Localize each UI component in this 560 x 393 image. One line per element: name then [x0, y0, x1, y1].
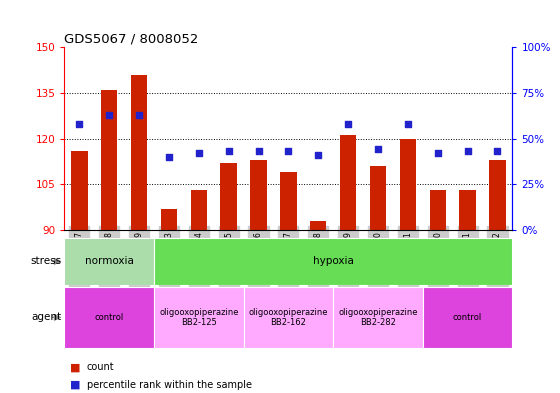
Point: [344, 121, 353, 127]
Point: [134, 112, 143, 118]
Point: [224, 148, 233, 154]
Bar: [64, 238, 154, 285]
Point: [314, 152, 323, 158]
Text: oligooxopiperazine
BB2-282: oligooxopiperazine BB2-282: [338, 308, 418, 327]
Bar: [244, 287, 333, 348]
Point: [374, 146, 382, 152]
Point: [194, 150, 203, 156]
Bar: [161, 209, 177, 230]
Text: oligooxopiperazine
BB2-125: oligooxopiperazine BB2-125: [159, 308, 239, 327]
Bar: [370, 166, 386, 230]
Bar: [333, 287, 423, 348]
Bar: [310, 221, 326, 230]
Text: hypoxia: hypoxia: [313, 256, 353, 266]
Text: agent: agent: [31, 312, 62, 322]
Text: control: control: [453, 313, 482, 322]
Text: oligooxopiperazine
BB2-162: oligooxopiperazine BB2-162: [249, 308, 328, 327]
Point: [284, 148, 293, 154]
Bar: [423, 287, 512, 348]
Bar: [154, 238, 512, 285]
Bar: [280, 172, 297, 230]
Bar: [250, 160, 267, 230]
Point: [254, 148, 263, 154]
Point: [165, 154, 174, 160]
Text: GDS5067 / 8008052: GDS5067 / 8008052: [64, 32, 199, 45]
Bar: [131, 75, 147, 230]
Bar: [400, 139, 416, 230]
Bar: [71, 151, 87, 230]
Bar: [340, 136, 356, 230]
Point: [433, 150, 442, 156]
Bar: [459, 190, 476, 230]
Bar: [190, 190, 207, 230]
Point: [463, 148, 472, 154]
Bar: [101, 90, 118, 230]
Point: [493, 148, 502, 154]
Point: [403, 121, 412, 127]
Bar: [221, 163, 237, 230]
Point: [105, 112, 114, 118]
Text: normoxia: normoxia: [85, 256, 134, 266]
Point: [75, 121, 84, 127]
Text: ■: ■: [70, 380, 81, 390]
Bar: [154, 287, 244, 348]
Text: count: count: [87, 362, 114, 373]
Bar: [489, 160, 506, 230]
Bar: [64, 287, 154, 348]
Text: control: control: [95, 313, 124, 322]
Text: ■: ■: [70, 362, 81, 373]
Text: stress: stress: [30, 256, 62, 266]
Text: percentile rank within the sample: percentile rank within the sample: [87, 380, 252, 390]
Bar: [430, 190, 446, 230]
